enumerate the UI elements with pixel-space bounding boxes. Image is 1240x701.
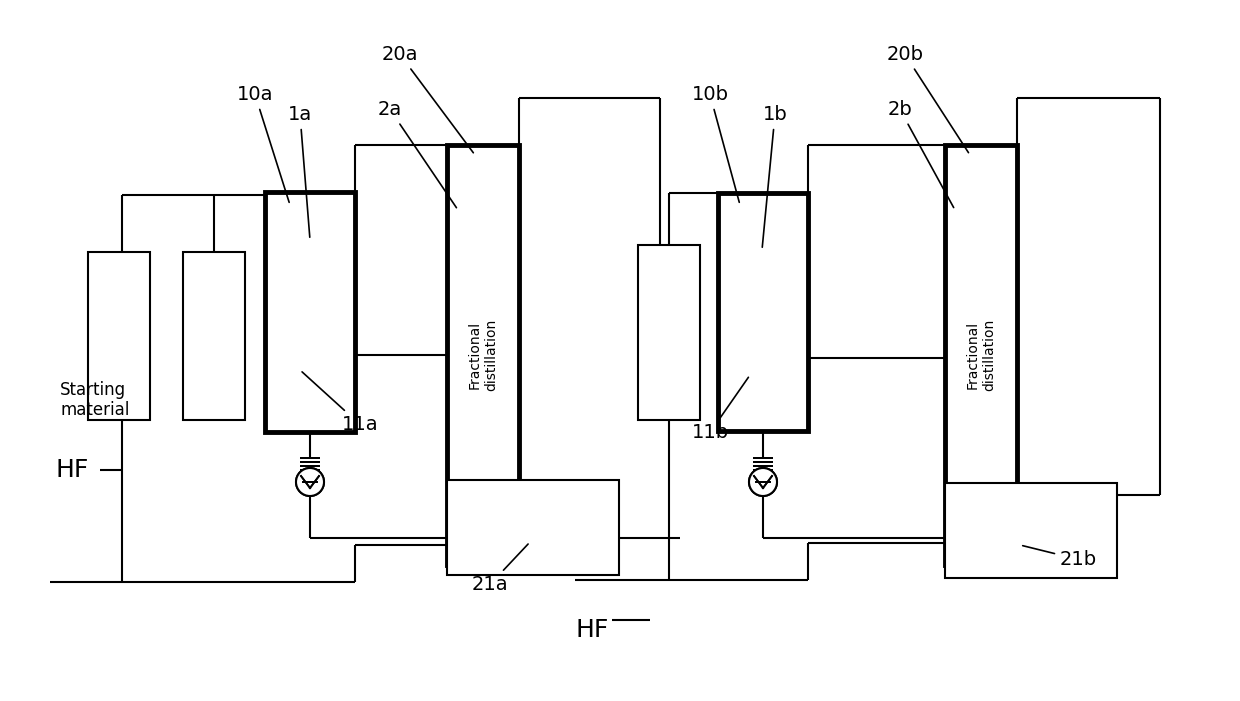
Bar bbox=[945, 145, 1017, 565]
Text: 21a: 21a bbox=[471, 544, 528, 594]
Circle shape bbox=[296, 468, 324, 496]
Bar bbox=[184, 252, 246, 420]
Text: 11b: 11b bbox=[692, 377, 749, 442]
Text: 10a: 10a bbox=[237, 85, 289, 203]
Bar bbox=[265, 192, 355, 432]
Circle shape bbox=[749, 468, 777, 496]
Text: 1a: 1a bbox=[288, 105, 312, 237]
Circle shape bbox=[749, 468, 777, 496]
Text: 11a: 11a bbox=[303, 372, 378, 434]
Text: 2b: 2b bbox=[888, 100, 954, 207]
Text: HF: HF bbox=[55, 458, 88, 482]
Text: Fractional
distillation: Fractional distillation bbox=[966, 319, 996, 391]
Text: Fractional
distillation: Fractional distillation bbox=[467, 319, 498, 391]
Text: 10b: 10b bbox=[692, 85, 739, 203]
Circle shape bbox=[296, 468, 324, 496]
Bar bbox=[446, 480, 619, 575]
Text: 20b: 20b bbox=[887, 45, 968, 153]
Bar bbox=[639, 245, 701, 420]
Bar bbox=[88, 252, 150, 420]
Text: 1b: 1b bbox=[763, 105, 787, 247]
Text: HF: HF bbox=[575, 618, 609, 642]
Text: 20a: 20a bbox=[382, 45, 474, 153]
Text: Starting
material: Starting material bbox=[60, 381, 129, 419]
Text: 2a: 2a bbox=[378, 100, 456, 207]
Text: 21b: 21b bbox=[1023, 545, 1097, 569]
Bar bbox=[945, 483, 1117, 578]
Bar bbox=[446, 145, 520, 565]
Bar bbox=[718, 193, 808, 431]
